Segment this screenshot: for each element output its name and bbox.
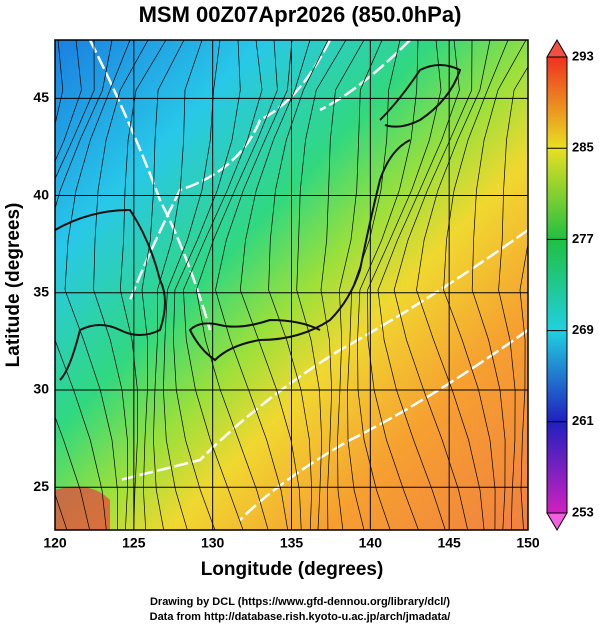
colorbar-tick-label: 293 xyxy=(572,48,594,63)
streamline xyxy=(337,40,383,530)
streamline xyxy=(296,40,347,530)
colorbar-tick-label: 285 xyxy=(572,140,594,155)
streamline xyxy=(471,40,527,530)
x-tick-label: 125 xyxy=(122,535,146,551)
colorbar-ticks: 253 261 269 277 285 293 xyxy=(547,48,594,519)
streamline xyxy=(173,40,241,530)
y-tick-label: 45 xyxy=(33,89,49,105)
y-tick-label: 30 xyxy=(33,381,49,397)
y-axis-label: Latitude (degrees) xyxy=(3,203,24,368)
x-tick-label: 135 xyxy=(280,535,304,551)
y-tick-label: 35 xyxy=(33,283,49,299)
colorbar-max-arrow xyxy=(546,39,568,58)
colorbar-tick-label: 261 xyxy=(572,413,594,428)
streamline xyxy=(153,40,203,530)
streamline xyxy=(215,40,293,530)
streamline xyxy=(393,40,473,530)
colorbar-min-arrow xyxy=(546,512,568,531)
warm-region xyxy=(55,486,110,530)
x-axis-label: Longitude (degrees) xyxy=(201,559,384,580)
colorbar-tick-label: 253 xyxy=(572,504,594,519)
y-tick-label: 40 xyxy=(33,186,49,202)
streamline xyxy=(443,40,509,530)
streamline xyxy=(64,40,131,530)
streamlines xyxy=(55,40,528,530)
streamline xyxy=(119,40,167,530)
streamline xyxy=(416,40,491,530)
y-tick-label: 25 xyxy=(33,478,49,494)
streamline xyxy=(377,40,460,530)
streamline xyxy=(519,241,528,530)
colorbar-tick-label: 269 xyxy=(572,322,594,337)
streamline xyxy=(55,40,82,530)
credit-line: Data from http://database.rish.kyoto-u.a… xyxy=(150,611,451,623)
streamline xyxy=(498,66,528,530)
x-tick-label: 130 xyxy=(201,535,225,551)
coastline xyxy=(55,64,462,381)
streamline xyxy=(55,40,113,530)
colorbar-tick-label: 277 xyxy=(572,231,594,246)
x-tick-label: 150 xyxy=(516,535,540,551)
streamline xyxy=(141,40,185,530)
colorbar xyxy=(546,56,568,514)
streamline xyxy=(195,40,278,530)
streamline xyxy=(93,40,149,530)
streamline xyxy=(55,40,95,530)
x-tick-label: 140 xyxy=(359,535,383,551)
plot-frame xyxy=(54,39,529,531)
map-title: MSM 00Z07Apr2026 (850.0hPa) xyxy=(139,2,462,27)
streamline xyxy=(320,40,365,530)
x-tick-label: 145 xyxy=(437,535,461,551)
streamline xyxy=(183,40,263,530)
x-tick-label: 120 xyxy=(43,535,67,551)
plot-area xyxy=(55,40,528,530)
credit-line: Drawing by DCL (https://www.gfd-dennou.o… xyxy=(150,596,450,608)
streamline xyxy=(239,40,311,530)
streamline xyxy=(367,40,442,530)
contours xyxy=(88,40,528,521)
streamline xyxy=(163,40,221,530)
